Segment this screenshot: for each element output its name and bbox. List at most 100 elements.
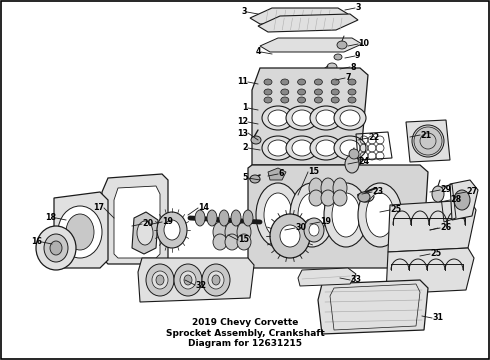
Ellipse shape [334,54,342,60]
Polygon shape [258,14,358,32]
Text: 31: 31 [432,314,443,323]
Ellipse shape [327,63,337,71]
Ellipse shape [348,89,356,95]
Ellipse shape [309,224,319,236]
Polygon shape [138,258,254,302]
Ellipse shape [256,183,300,247]
Ellipse shape [225,222,239,242]
Text: 27: 27 [466,188,477,197]
Ellipse shape [262,136,294,160]
Ellipse shape [66,214,94,250]
Ellipse shape [281,89,289,95]
Text: 15: 15 [238,235,249,244]
Polygon shape [268,168,286,180]
Text: 3: 3 [242,8,247,17]
Text: 17: 17 [93,203,104,212]
Text: 12: 12 [237,117,248,126]
Ellipse shape [332,193,360,237]
Ellipse shape [310,136,342,160]
Ellipse shape [259,79,269,87]
Text: 21: 21 [420,130,431,139]
Text: 9: 9 [355,51,361,60]
Polygon shape [114,186,160,258]
Text: 4: 4 [255,48,261,57]
Text: 1: 1 [243,104,248,112]
Text: 7: 7 [345,73,350,82]
Text: 2: 2 [243,144,248,153]
Text: 5: 5 [243,174,248,183]
Ellipse shape [309,190,323,206]
Ellipse shape [348,79,356,85]
Ellipse shape [331,79,339,85]
Text: 20: 20 [142,220,153,229]
Ellipse shape [337,41,347,49]
Ellipse shape [156,275,164,285]
Ellipse shape [50,241,62,255]
Polygon shape [388,200,476,252]
Ellipse shape [321,178,335,198]
Ellipse shape [298,193,326,237]
Text: 2019 Chevy Corvette
Sprocket Assembly, Crankshaft
Diagram for 12631215: 2019 Chevy Corvette Sprocket Assembly, C… [166,318,324,348]
Ellipse shape [412,125,444,157]
Ellipse shape [315,79,322,85]
Ellipse shape [349,149,359,159]
Ellipse shape [290,183,334,247]
Ellipse shape [264,97,272,103]
Ellipse shape [334,136,366,160]
Text: 24: 24 [358,158,369,166]
Ellipse shape [348,97,356,103]
Text: 32: 32 [195,280,206,289]
Ellipse shape [264,193,292,237]
Polygon shape [260,38,362,52]
Polygon shape [132,212,158,254]
Ellipse shape [212,275,220,285]
Ellipse shape [333,178,347,198]
Ellipse shape [297,97,306,103]
Ellipse shape [44,234,68,262]
Text: 13: 13 [237,129,248,138]
Ellipse shape [358,192,370,202]
Ellipse shape [225,234,239,250]
Text: 8: 8 [350,63,356,72]
Text: 28: 28 [450,195,461,204]
Ellipse shape [297,79,306,85]
Ellipse shape [315,89,322,95]
Polygon shape [386,248,474,294]
Ellipse shape [243,210,253,226]
Ellipse shape [334,106,366,130]
Ellipse shape [262,106,294,130]
Ellipse shape [281,97,289,103]
Ellipse shape [36,226,76,270]
Polygon shape [450,180,478,220]
Ellipse shape [202,264,230,296]
Text: 15: 15 [308,167,319,176]
Ellipse shape [315,97,322,103]
Ellipse shape [231,210,241,226]
Polygon shape [250,8,348,24]
Ellipse shape [268,110,288,126]
Polygon shape [102,174,168,264]
Text: 16: 16 [31,238,42,247]
Ellipse shape [340,110,360,126]
Ellipse shape [309,178,323,198]
Ellipse shape [250,175,260,183]
Ellipse shape [366,193,394,237]
Text: 19: 19 [162,217,173,226]
Text: 6: 6 [278,170,284,179]
Ellipse shape [280,225,300,247]
Ellipse shape [174,264,202,296]
Polygon shape [54,192,108,268]
Ellipse shape [184,275,192,285]
Text: 11: 11 [237,77,248,86]
Text: 22: 22 [368,134,379,143]
Text: 30: 30 [295,224,306,233]
Ellipse shape [286,136,318,160]
Ellipse shape [207,210,217,226]
Text: 25: 25 [390,206,401,215]
Text: 26: 26 [440,224,451,233]
Ellipse shape [324,183,368,247]
Ellipse shape [213,222,227,242]
Ellipse shape [454,190,470,210]
Polygon shape [406,120,450,162]
Ellipse shape [270,214,310,258]
